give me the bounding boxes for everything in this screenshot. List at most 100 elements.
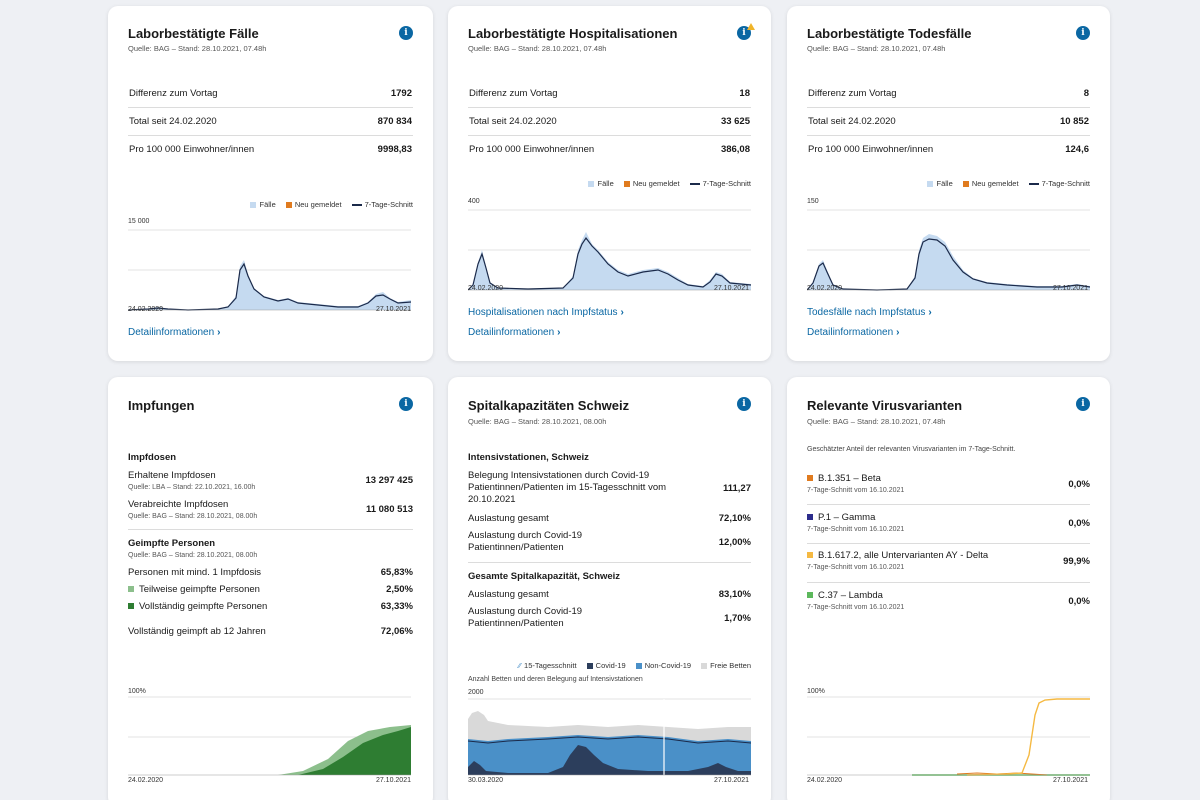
row-label: Erhaltene Impfdosen [128, 470, 216, 481]
variant-name: B.1.617.2, alle Untervarianten AY - Delt… [807, 550, 988, 562]
variant-value: 0,0% [1068, 479, 1090, 490]
x-axis-end: 27.10.2021 [1052, 285, 1088, 292]
y-axis-max: 100% [807, 688, 825, 695]
card-faelle: Laborbestätigte Fälle Quelle: BAG – Stan… [108, 6, 433, 361]
y-axis-max: 15 000 [128, 218, 150, 225]
card-source: Quelle: BAG – Stand: 28.10.2021, 07.48h [468, 44, 607, 53]
variant-name: P.1 – Gamma [807, 512, 875, 524]
legend-new[interactable]: Neu gemeldet [623, 179, 680, 188]
chart-legend: ⁄⁄ 15-Tagesschnitt Covid-19 Non-Covid-19 … [511, 661, 751, 670]
legend-free[interactable]: Freie Betten [701, 661, 751, 670]
x-axis-start: 24.02.2020 [128, 777, 164, 784]
x-axis-end: 27.10.2021 [713, 777, 749, 784]
stat-label: Pro 100 000 Einwohner/innen [469, 144, 595, 155]
legend-cases[interactable]: Fälle [588, 179, 614, 188]
section-heading: Intensivstationen, Schweiz [468, 452, 589, 463]
stat-row: Pro 100 000 Einwohner/innen 124,6 [807, 136, 1090, 164]
info-icon[interactable]: i [737, 397, 751, 411]
legend-avg[interactable]: 7-Tage-Schnitt [1028, 179, 1090, 188]
divider [128, 529, 413, 530]
stat-row: Pro 100 000 Einwohner/innen 386,08 [468, 136, 751, 164]
info-icon[interactable]: i [399, 397, 413, 411]
card-title: Spitalkapazitäten Schweiz [468, 398, 630, 413]
vaccination-chart[interactable] [128, 695, 411, 777]
row-value: 11 080 513 [365, 504, 413, 515]
variant-value: 99,9% [1063, 556, 1090, 567]
warning-icon [747, 23, 755, 30]
row-label: Vollständig geimpfte Personen [128, 601, 267, 613]
icu-capacity-chart[interactable] [468, 697, 751, 777]
variant-swatch [807, 514, 813, 521]
stat-value: 870 834 [377, 116, 412, 127]
legend-cases[interactable]: Fälle [250, 200, 276, 209]
legend-swatch [128, 586, 134, 593]
stat-row: Total seit 24.02.2020 870 834 [128, 108, 413, 136]
variant-sub: 7-Tage-Schnitt vom 16.10.2021 [807, 564, 905, 571]
variants-note: Geschätzter Anteil der relevanten Virusv… [807, 446, 1016, 453]
stat-row: Pro 100 000 Einwohner/innen 9998,83 [128, 136, 413, 164]
y-axis-max: 2000 [468, 689, 484, 696]
row-value: 72,10% [718, 513, 751, 524]
chart-legend: Fälle Neu gemeldet 7-Tage-Schnitt [242, 200, 413, 209]
card-title: Relevante Virusvarianten [807, 398, 963, 413]
info-icon[interactable]: i [1076, 397, 1090, 411]
divider [807, 582, 1090, 583]
stat-row: Total seit 24.02.2020 33 625 [468, 108, 751, 136]
variant-sub: 7-Tage-Schnitt vom 16.10.2021 [807, 604, 905, 611]
row-source: Quelle: LBA – Stand: 22.10.2021, 16.00h [128, 484, 256, 491]
row-value: 1,70% [724, 613, 751, 624]
variant-name: B.1.351 – Beta [807, 473, 881, 485]
row-value: 13 297 425 [365, 475, 413, 486]
legend-new[interactable]: Neu gemeldet [285, 200, 342, 209]
legend-covid[interactable]: Covid-19 [586, 661, 626, 670]
card-title: Impfungen [128, 398, 195, 413]
card-title: Laborbestätigte Hospitalisationen [468, 26, 678, 41]
row-label: Auslastung durch Covid-19 Patientinnen/P… [468, 530, 583, 553]
deaths-chart[interactable] [807, 206, 1090, 292]
legend-noncovid[interactable]: Non-Covid-19 [635, 661, 691, 670]
card-tod: Laborbestätigte Todesfälle Quelle: BAG –… [787, 6, 1110, 361]
detail-link[interactable]: Detailinformationen › [128, 327, 221, 338]
row-label: Belegung Intensivstationen durch Covid-1… [468, 470, 667, 505]
card-source: Quelle: BAG – Stand: 28.10.2021, 07.48h [807, 417, 946, 426]
row-label: Auslastung gesamt [468, 589, 549, 600]
detail-link[interactable]: Detailinformationen › [807, 327, 900, 338]
row-label: Auslastung gesamt [468, 513, 549, 524]
legend-cases[interactable]: Fälle [927, 179, 953, 188]
row-source: Quelle: BAG – Stand: 28.10.2021, 08.00h [128, 552, 258, 559]
stat-value: 8 [1083, 88, 1089, 99]
card-varianten: Relevante Virusvarianten Quelle: BAG – S… [787, 377, 1110, 800]
detail-link[interactable]: Detailinformationen › [468, 327, 561, 338]
vaccination-status-link[interactable]: Todesfälle nach Impfstatus › [807, 307, 932, 318]
stat-value: 124,6 [1065, 144, 1089, 155]
legend-avg[interactable]: 7-Tage-Schnitt [351, 200, 413, 209]
info-icon[interactable]: i [1076, 26, 1090, 40]
card-source: Quelle: BAG – Stand: 28.10.2021, 07.48h [128, 44, 267, 53]
hosp-chart[interactable] [468, 206, 751, 292]
divider [807, 504, 1090, 505]
legend-swatch [128, 603, 134, 610]
cases-chart[interactable] [128, 226, 411, 312]
variant-swatch [807, 592, 813, 599]
y-axis-max: 100% [128, 688, 146, 695]
variant-swatch [807, 475, 813, 482]
row-value: 2,50% [386, 584, 413, 595]
legend-new[interactable]: Neu gemeldet [962, 179, 1019, 188]
stat-value: 10 852 [1059, 116, 1089, 127]
vaccination-status-link[interactable]: Hospitalisationen nach Impfstatus › [468, 307, 624, 318]
divider [807, 543, 1090, 544]
card-hosp: Laborbestätigte Hospitalisationen Quelle… [448, 6, 771, 361]
section-heading: Impfdosen [128, 452, 177, 463]
legend-avg[interactable]: 7-Tage-Schnitt [689, 179, 751, 188]
x-axis-end: 27.10.2021 [713, 285, 749, 292]
row-value: 83,10% [718, 589, 751, 600]
info-icon[interactable]: i [399, 26, 413, 40]
variants-chart[interactable] [807, 695, 1090, 777]
legend-avg[interactable]: ⁄⁄ 15-Tagesschnitt [518, 661, 577, 670]
row-source: Quelle: BAG – Stand: 28.10.2021, 08.00h [128, 513, 258, 520]
row-value: 72,06% [380, 626, 413, 637]
row-label: Teilweise geimpfte Personen [128, 584, 260, 596]
x-axis-end: 27.10.2021 [375, 306, 411, 313]
stat-label: Pro 100 000 Einwohner/innen [808, 144, 934, 155]
card-title: Laborbestätigte Todesfälle [807, 26, 972, 41]
